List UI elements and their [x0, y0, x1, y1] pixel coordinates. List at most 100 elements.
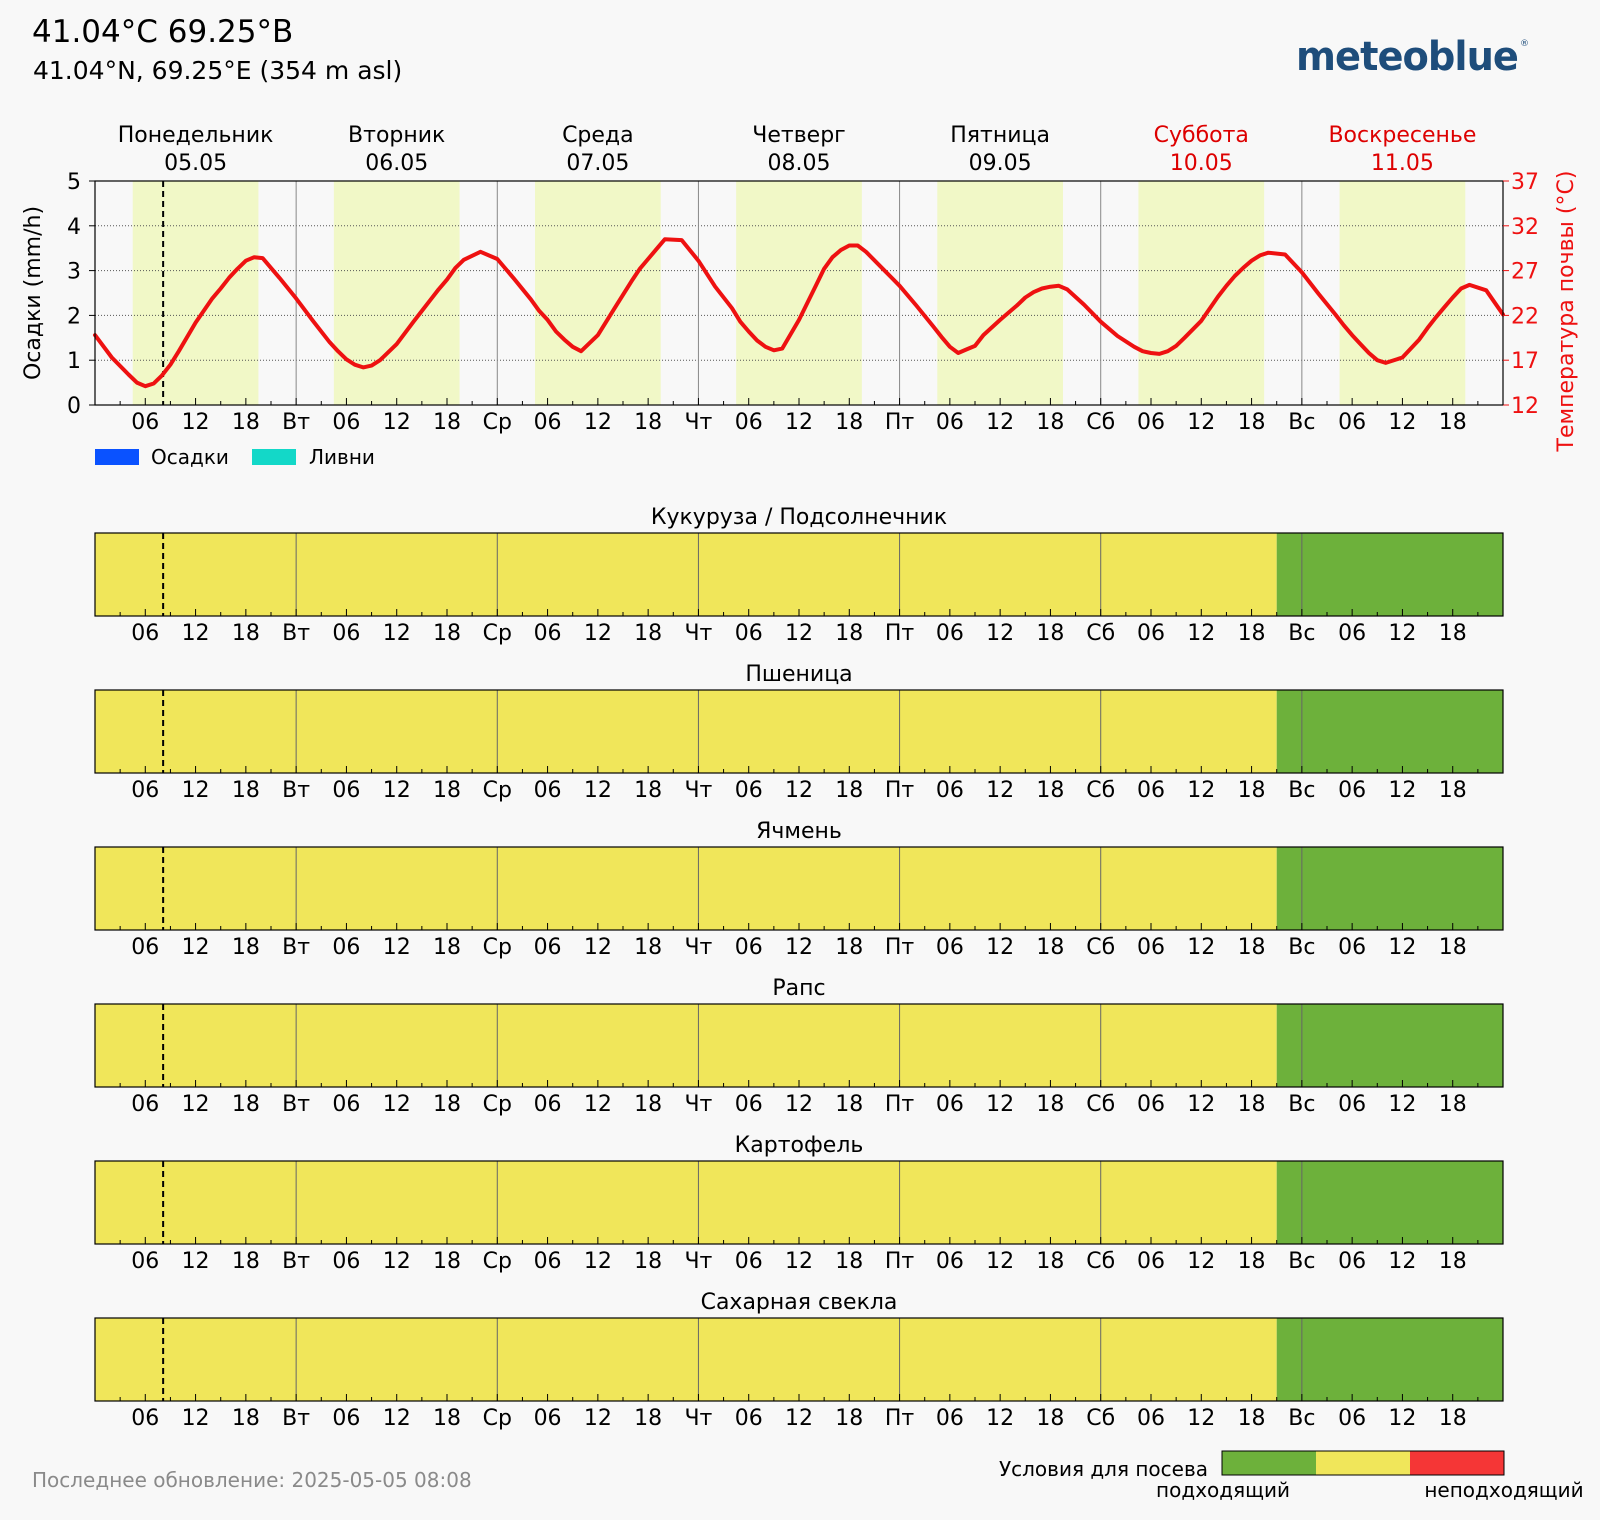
crop-x-axis-tick-label: 12: [584, 1406, 612, 1431]
day-name-label: Понедельник: [118, 123, 274, 148]
crop-x-axis-tick-label: 12: [1388, 778, 1416, 803]
crop-x-axis-tick-label: Чт: [684, 621, 712, 646]
meteoblue-logo[interactable]: meteoblue ®: [1296, 28, 1536, 88]
crop-x-axis-tick-label: 06: [534, 935, 562, 960]
left-axis-tick-label: 2: [67, 304, 81, 329]
sowing-condition-segment: [95, 533, 1277, 616]
crop-x-axis-tick-label: Вт: [282, 1092, 310, 1117]
crop-title: Кукуруза / Подсолнечник: [651, 505, 947, 530]
daylight-band: [1339, 181, 1466, 405]
crop-x-axis-tick-label: 18: [835, 1249, 863, 1274]
day-name-label: Суббота: [1154, 123, 1249, 148]
crop-x-axis-tick-label: 12: [986, 621, 1014, 646]
crop-x-axis-tick-label: 12: [182, 1406, 210, 1431]
crop-x-axis-tick-label: 06: [332, 1092, 360, 1117]
crop-x-axis-tick-label: 12: [1388, 1249, 1416, 1274]
crop-x-axis-tick-label: 06: [735, 1406, 763, 1431]
crop-x-axis-tick-label: Вс: [1288, 1249, 1315, 1274]
x-axis-tick-label: 12: [383, 410, 411, 435]
crop-x-axis-tick-label: 06: [1137, 621, 1165, 646]
crop-x-axis-tick-label: 06: [332, 778, 360, 803]
crop-x-axis-tick-label: 06: [1338, 1406, 1366, 1431]
crop-x-axis-tick-label: Ср: [483, 1092, 512, 1117]
x-axis-tick-label: Пт: [885, 410, 915, 435]
x-axis-tick-label: 12: [584, 410, 612, 435]
crop-x-axis-tick-label: 18: [232, 1249, 260, 1274]
crop-x-axis-tick-label: 12: [1187, 1249, 1215, 1274]
x-axis-tick-label: 12: [785, 410, 813, 435]
crop-x-axis-tick-label: 18: [232, 935, 260, 960]
crop-x-axis-tick-label: 12: [383, 1249, 411, 1274]
crop-x-axis-tick-label: 06: [1137, 778, 1165, 803]
crop-x-axis-tick-label: Вс: [1288, 935, 1315, 960]
sowing-condition-segment: [95, 1004, 1277, 1087]
left-axis-label: Осадки (mm/h): [21, 206, 46, 380]
crop-x-axis-tick-label: 12: [584, 621, 612, 646]
crop-x-axis-tick-label: Ср: [483, 621, 512, 646]
sowing-condition-segment: [1276, 1004, 1503, 1087]
crop-x-axis-tick-label: 18: [634, 935, 662, 960]
crop-x-axis-tick-label: 18: [835, 935, 863, 960]
right-axis-tick-label: 27: [1511, 260, 1539, 285]
crop-title: Рапс: [772, 976, 825, 1001]
sowing-condition-segment: [95, 1161, 1277, 1244]
crop-x-axis-tick-label: Вс: [1288, 621, 1315, 646]
crop-x-axis-tick-label: 18: [1238, 778, 1266, 803]
crop-x-axis-tick-label: Вт: [282, 935, 310, 960]
x-axis-tick-label: 18: [1439, 410, 1467, 435]
x-axis-tick-label: 18: [835, 410, 863, 435]
x-axis-tick-label: 12: [182, 410, 210, 435]
crop-x-axis-tick-label: Ср: [483, 1249, 512, 1274]
daylight-band: [736, 181, 862, 405]
x-axis-tick-label: Чт: [684, 410, 712, 435]
crop-x-axis-tick-label: 12: [182, 778, 210, 803]
crop-x-axis-tick-label: 18: [1238, 1249, 1266, 1274]
crop-x-axis-tick-label: 06: [936, 1249, 964, 1274]
crop-x-axis-tick-label: Сб: [1086, 778, 1115, 803]
crop-x-axis-tick-label: Сб: [1086, 1249, 1115, 1274]
crop-x-axis-tick-label: Вт: [282, 778, 310, 803]
crop-x-axis-tick-label: 06: [936, 935, 964, 960]
sowing-condition-segment: [95, 847, 1277, 930]
legend-swatch-precipitation: [95, 449, 139, 465]
x-axis-tick-label: 18: [232, 410, 260, 435]
crop-x-axis-tick-label: 06: [735, 778, 763, 803]
day-date-label: 10.05: [1170, 151, 1233, 176]
crop-x-axis-tick-label: Пт: [885, 778, 915, 803]
legend-swatch-showers: [252, 449, 296, 465]
crop-x-axis-tick-label: 12: [1187, 1092, 1215, 1117]
crop-x-axis-tick-label: 12: [986, 1406, 1014, 1431]
crop-x-axis-tick-label: 18: [1036, 621, 1064, 646]
crop-x-axis-tick-label: 18: [835, 1092, 863, 1117]
left-axis-tick-label: 0: [67, 394, 81, 419]
crop-x-axis-tick-label: 18: [634, 1249, 662, 1274]
last-updated: Последнее обновление: 2025-05-05 08:08: [32, 1468, 472, 1492]
x-axis-tick-label: 06: [1338, 410, 1366, 435]
daylight-band: [1138, 181, 1265, 405]
crop-x-axis-tick-label: 12: [1187, 935, 1215, 960]
crop-x-axis-tick-label: 12: [584, 1249, 612, 1274]
day-date-label: 06.05: [365, 151, 428, 176]
right-axis-label: Температура почвы (°C): [1554, 171, 1579, 453]
left-axis-tick-label: 5: [67, 170, 81, 195]
day-date-label: 09.05: [969, 151, 1032, 176]
crop-x-axis-tick-label: 12: [383, 1406, 411, 1431]
crop-x-axis-tick-label: 18: [433, 1249, 461, 1274]
x-axis-tick-label: 12: [1187, 410, 1215, 435]
sowing-legend-good-swatch: [1222, 1451, 1316, 1475]
crop-x-axis-tick-label: 12: [785, 1092, 813, 1117]
crop-x-axis-tick-label: 06: [131, 1406, 159, 1431]
crop-x-axis-tick-label: 12: [1388, 935, 1416, 960]
crop-x-axis-tick-label: 12: [1388, 1092, 1416, 1117]
crop-row: Рапс: [94, 976, 1504, 1088]
crop-x-axis-tick-label: 18: [1238, 621, 1266, 646]
crop-x-axis-tick-label: Пт: [885, 1406, 915, 1431]
crop-x-axis-tick-label: Вт: [282, 1406, 310, 1431]
crop-x-axis-tick-label: Ср: [483, 935, 512, 960]
crop-x-axis-tick-label: 06: [936, 1092, 964, 1117]
crop-x-axis-tick-label: 12: [584, 935, 612, 960]
location-coordinates: 41.04°N, 69.25°E (354 m asl): [33, 56, 403, 85]
crop-x-axis-tick-label: Ср: [483, 778, 512, 803]
x-axis-tick-label: Вс: [1288, 410, 1315, 435]
crop-title: Сахарная свекла: [701, 1290, 898, 1315]
